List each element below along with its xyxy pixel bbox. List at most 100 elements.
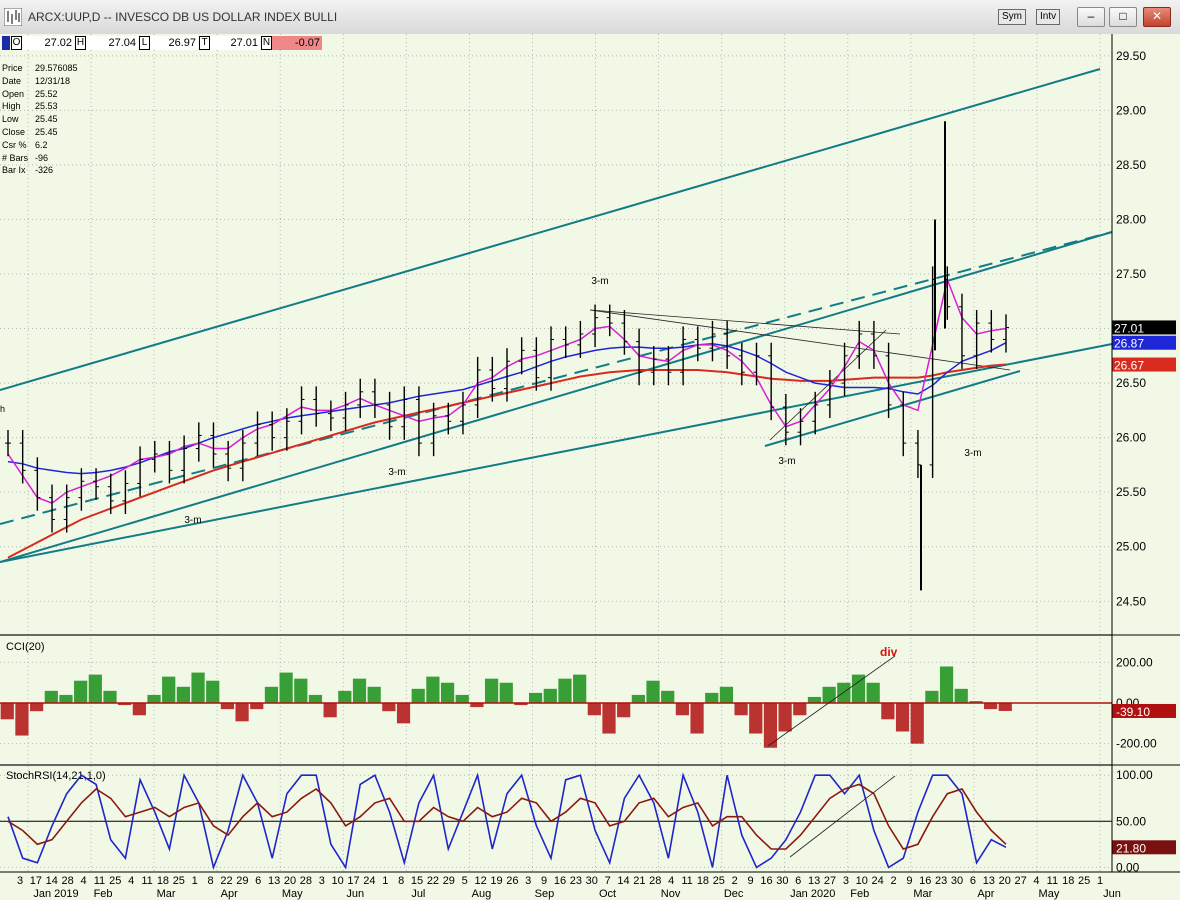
- close-value: 27.01: [210, 36, 260, 50]
- date-tick-label: 25: [173, 875, 185, 887]
- month-label: Nov: [661, 888, 681, 900]
- restore-button[interactable]: □: [1109, 7, 1137, 27]
- info-row-low: Low 25.45: [2, 113, 78, 126]
- date-tick-label: 16: [554, 875, 566, 887]
- window-title: ARCX:UUP,D -- INVESCO DB US DOLLAR INDEX…: [28, 10, 338, 24]
- date-tick-label: 3: [843, 875, 849, 887]
- cci-bar: [30, 703, 44, 712]
- cci-bar: [675, 703, 689, 716]
- month-label: Apr: [221, 888, 238, 900]
- cci-value-tag-bg: [1112, 703, 1176, 718]
- minimize-button[interactable]: –: [1077, 7, 1105, 27]
- date-tick-label: 27: [824, 875, 836, 887]
- info-row-csr: Csr % 6.2: [2, 139, 78, 152]
- info-key: Close: [2, 126, 26, 137]
- stochrsi-slow-line: [7, 783, 1007, 850]
- price-axis-label: 27.50: [1116, 267, 1146, 281]
- date-tick-label: 19: [490, 875, 502, 887]
- restore-icon: □: [1119, 9, 1127, 23]
- month-label: Apr: [977, 888, 994, 900]
- cci-bar: [15, 703, 29, 736]
- stock-chart[interactable]: 3-m 3-m 3-m 3-m 3-m h CCI(20) div StochRSI(14,…: [0, 34, 1180, 900]
- date-tick-label: 1: [192, 875, 198, 887]
- date-tick-label: 17: [347, 875, 359, 887]
- cycle-annotation-3m: 3-m: [388, 467, 405, 478]
- date-tick-label: 23: [935, 875, 947, 887]
- cci-bar: [250, 703, 264, 710]
- ohlc-marker: [2, 36, 10, 50]
- date-tick-label: 20: [284, 875, 296, 887]
- month-label: May: [1039, 888, 1060, 900]
- stochrsi-title: StochRSI(14,21,1,0): [6, 770, 106, 782]
- cci-bar: [308, 694, 323, 704]
- cci-bar: [866, 682, 880, 704]
- cci-value-tag: -39.10: [1116, 705, 1150, 719]
- date-tick-label: 30: [586, 875, 598, 887]
- info-key: Csr %: [2, 139, 27, 150]
- date-tick-label: 2: [890, 875, 896, 887]
- last-value-tag-bg: [1112, 335, 1176, 350]
- close-button[interactable]: ✕: [1143, 7, 1171, 27]
- cci-bar: [0, 703, 14, 720]
- date-tick-label: 2: [732, 875, 738, 887]
- info-row-barix: Bar Ix -326: [2, 164, 78, 177]
- cci-bar: [103, 690, 117, 704]
- cci-bar: [587, 703, 601, 716]
- date-tick-label: 10: [856, 875, 868, 887]
- date-tick-label: 28: [649, 875, 661, 887]
- cci-bar: [118, 703, 132, 706]
- connector-line: [589, 309, 1011, 371]
- price-axis-label: 29.50: [1116, 49, 1146, 63]
- sym-label: Sym: [1002, 11, 1022, 22]
- cci-bar: [132, 703, 146, 716]
- info-value: 6.2: [35, 139, 48, 150]
- stochrsi-value-tag-bg: [1112, 840, 1176, 855]
- date-tick-label: 29: [236, 875, 248, 887]
- cci-bar: [455, 694, 469, 704]
- date-tick-label: 4: [1033, 875, 1039, 887]
- info-row-bars: # Bars -96: [2, 152, 78, 165]
- month-label: Jul: [411, 888, 425, 900]
- open-value: 27.02: [22, 36, 74, 50]
- date-tick-label: 8: [208, 875, 214, 887]
- cci-bar: [631, 694, 645, 704]
- cci-bar: [925, 690, 939, 704]
- cci-bar: [881, 703, 895, 720]
- last-value-tag: 26.87: [1114, 337, 1144, 351]
- date-tick-label: 18: [697, 875, 709, 887]
- date-tick-label: 25: [713, 875, 725, 887]
- cci-bar: [352, 678, 367, 704]
- date-tick-label: 18: [157, 875, 169, 887]
- sym-link-button[interactable]: Sym: [998, 9, 1026, 25]
- cci-bar: [74, 680, 88, 704]
- info-value: 25.45: [35, 126, 58, 137]
- date-tick-label: 21: [633, 875, 645, 887]
- cci-bar: [323, 703, 337, 718]
- cci-bar: [499, 682, 513, 704]
- date-tick-label: 8: [398, 875, 404, 887]
- date-tick-label: 13: [983, 875, 995, 887]
- month-label: Dec: [724, 888, 744, 900]
- cci-bar: [88, 674, 102, 704]
- cci-bar: [529, 692, 543, 704]
- date-tick-label: 27: [1014, 875, 1026, 887]
- date-tick-label: 14: [46, 875, 58, 887]
- date-tick-label: 26: [506, 875, 518, 887]
- cci-bar: [440, 682, 455, 704]
- date-tick-label: 23: [570, 875, 582, 887]
- high-label: H: [75, 36, 86, 50]
- cci-bar: [382, 703, 396, 712]
- info-value: 25.45: [35, 114, 58, 125]
- info-key: # Bars: [2, 152, 29, 163]
- info-row-date: Date 12/31/18: [2, 75, 78, 88]
- stochrsi-trend-line: [789, 775, 896, 858]
- cci-bar: [661, 690, 675, 704]
- interval-link-button[interactable]: Intv: [1036, 9, 1061, 25]
- cci-bar: [147, 694, 161, 704]
- price-axis-label: 29.00: [1116, 103, 1146, 117]
- cycle-annotation-3m: 3-m: [778, 456, 795, 467]
- change-label: N: [261, 36, 272, 50]
- date-tick-label: 10: [332, 875, 344, 887]
- cci-bar: [705, 692, 719, 704]
- cci-bar: [646, 680, 660, 704]
